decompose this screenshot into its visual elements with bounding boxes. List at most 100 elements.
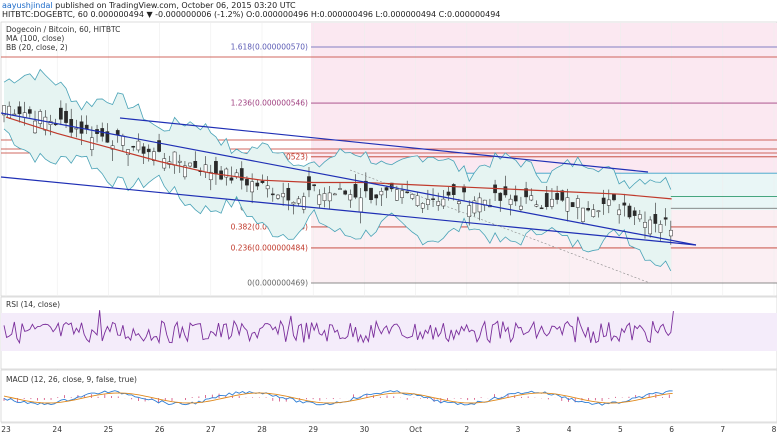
x-tick-label: 3: [516, 425, 521, 434]
candle-body: [529, 195, 534, 201]
candle-body: [358, 197, 363, 213]
x-tick-label: 7: [720, 425, 725, 434]
candle-body: [177, 160, 182, 163]
fib-level-label: 1.618(0.000000570): [231, 43, 308, 52]
candle-body: [157, 140, 161, 152]
candle-body: [183, 165, 187, 178]
candle-body: [513, 195, 518, 202]
candle-body: [405, 191, 410, 194]
macd-pane: [0, 369, 777, 423]
candle-body: [286, 187, 291, 201]
fib-level-label: 0.236(0.000000484): [231, 243, 308, 252]
legend-symbol[interactable]: Dogecoin / Bitcoin, 60, HITBTC: [6, 25, 121, 34]
x-tick-label: 30: [360, 425, 370, 434]
author-name[interactable]: aayushjindal: [2, 1, 53, 10]
candle-body: [477, 197, 482, 213]
candle-body: [276, 194, 280, 199]
candle-body: [436, 201, 441, 206]
candle-body: [637, 214, 642, 220]
channel-lower-line[interactable]: [0, 176, 697, 246]
candle-body: [581, 207, 585, 222]
candle-body: [131, 145, 136, 148]
candle-body: [369, 187, 373, 200]
candle-body: [601, 197, 606, 205]
candle-body: [353, 184, 358, 198]
candle-body: [498, 192, 503, 201]
candle-body: [658, 224, 663, 233]
candle-body: [141, 146, 146, 154]
candle-body: [426, 199, 430, 205]
rsi-line: [3, 310, 674, 345]
candle-body: [239, 168, 244, 181]
published-text: published on TradingView.com, October 06…: [55, 1, 296, 10]
candle-body: [612, 193, 616, 201]
candle-body: [544, 193, 549, 207]
x-tick-label: 8: [772, 425, 777, 434]
legend-ma[interactable]: MA (100, close): [6, 34, 65, 43]
candle-body: [632, 210, 637, 216]
bollinger-lower-line: [3, 128, 672, 272]
x-tick-label: 23: [1, 425, 11, 434]
candle-body: [193, 160, 198, 168]
candle-body: [627, 205, 632, 218]
candle-body: [296, 198, 301, 204]
x-tick-label: 6: [669, 425, 674, 434]
candle-body: [22, 112, 27, 118]
moving-average-line: [5, 116, 672, 200]
candle-body: [472, 200, 477, 214]
candle-body: [245, 179, 249, 186]
candle-body: [415, 195, 420, 206]
candle-body: [265, 185, 270, 190]
channel-upper-line[interactable]: [0, 112, 697, 246]
candle-body: [503, 186, 508, 196]
candle-body: [653, 214, 658, 224]
candle-body: [327, 192, 332, 202]
candle-body: [312, 184, 317, 187]
candle-body: [146, 148, 151, 153]
candle-body: [441, 198, 446, 207]
candle-body: [555, 193, 559, 200]
channel-top-line[interactable]: [119, 117, 649, 173]
fib-level-label: 0(0.000000469): [247, 279, 308, 288]
candle-body: [560, 190, 565, 201]
candle-body: [64, 110, 68, 123]
candle-body: [400, 190, 404, 198]
candle-body: [307, 176, 311, 191]
candle-body: [317, 194, 322, 205]
legend-macd[interactable]: MACD (12, 26, close, 9, false, true): [6, 375, 137, 384]
candle-body: [7, 105, 12, 119]
candle-body: [550, 198, 554, 207]
x-tick-label: 28: [257, 425, 267, 434]
candle-body: [208, 171, 213, 181]
candle-body: [508, 198, 513, 205]
legend-rsi[interactable]: RSI (14, close): [6, 300, 61, 309]
candle-body: [338, 188, 342, 190]
candle-body: [250, 181, 254, 193]
legend-bb[interactable]: BB (20, close, 2): [6, 43, 68, 52]
candle-body: [38, 111, 43, 124]
candle-body: [281, 193, 285, 198]
candle-body: [622, 202, 627, 206]
candle-body: [457, 201, 461, 205]
candle-body: [384, 187, 389, 191]
candle-body: [291, 202, 296, 205]
candle-body: [363, 180, 368, 192]
candle-body: [260, 180, 265, 183]
candle-body: [74, 127, 79, 130]
candle-body: [596, 210, 601, 213]
candle-body: [451, 184, 456, 195]
candle-body: [136, 140, 141, 151]
candle-body: [617, 209, 621, 216]
candle-body: [121, 135, 125, 146]
candle-body: [2, 105, 6, 116]
fib-level-label: 1.236(0.000000546): [231, 99, 308, 108]
candle-body: [519, 205, 523, 210]
x-tick-label: Oct: [409, 425, 422, 434]
candle-body: [59, 107, 63, 120]
candle-body: [203, 164, 208, 173]
fib-trend-line[interactable]: [349, 169, 651, 284]
candle-body: [575, 198, 580, 208]
candle-body: [648, 219, 653, 235]
x-tick-label: 2: [464, 425, 469, 434]
